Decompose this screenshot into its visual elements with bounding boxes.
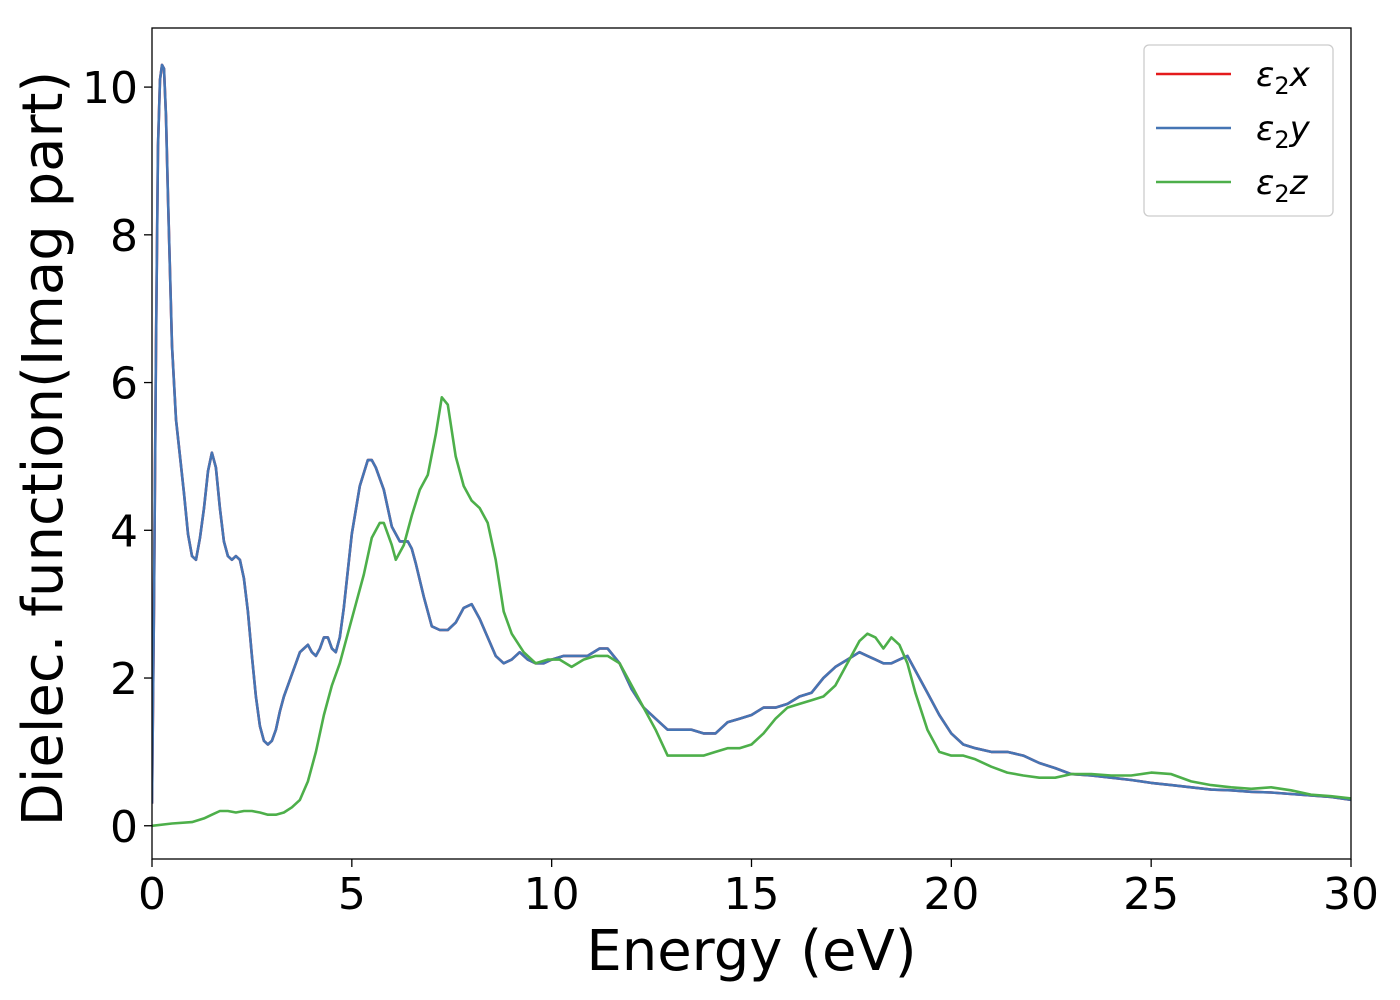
- x-axis-label: Energy (eV): [586, 919, 916, 984]
- y-tick-label: 8: [110, 211, 138, 262]
- series-line-y: [152, 63, 1351, 804]
- y-axis-label: Dielec. function(Imag part): [11, 71, 76, 827]
- x-tick-label: 15: [724, 869, 780, 920]
- legend-label-x: ε2x: [1256, 55, 1311, 100]
- series-lines: [152, 63, 1351, 828]
- x-tick-label: 10: [524, 869, 580, 920]
- legend-label-y: ε2y: [1256, 109, 1311, 154]
- x-tick-label: 30: [1323, 869, 1379, 920]
- legend-label-z: ε2z: [1256, 163, 1309, 208]
- legend: ε2x ε2y ε2z: [1143, 44, 1334, 217]
- series-line-z: [152, 395, 1351, 828]
- y-tick-label: 0: [110, 802, 138, 853]
- legend-box: [1143, 44, 1334, 217]
- y-tick-label: 4: [110, 506, 138, 557]
- y-tick-label: 6: [110, 359, 138, 410]
- x-axis-ticks: 0 5 10 15 20 25 30: [138, 859, 1379, 920]
- y-tick-label: 2: [110, 654, 138, 705]
- x-tick-label: 5: [338, 869, 366, 920]
- x-tick-label: 20: [923, 869, 979, 920]
- y-axis-ticks: 0 2 4 6 8 10: [82, 63, 152, 853]
- x-tick-label: 0: [138, 869, 166, 920]
- y-tick-label: 10: [82, 63, 138, 114]
- x-tick-label: 25: [1123, 869, 1179, 920]
